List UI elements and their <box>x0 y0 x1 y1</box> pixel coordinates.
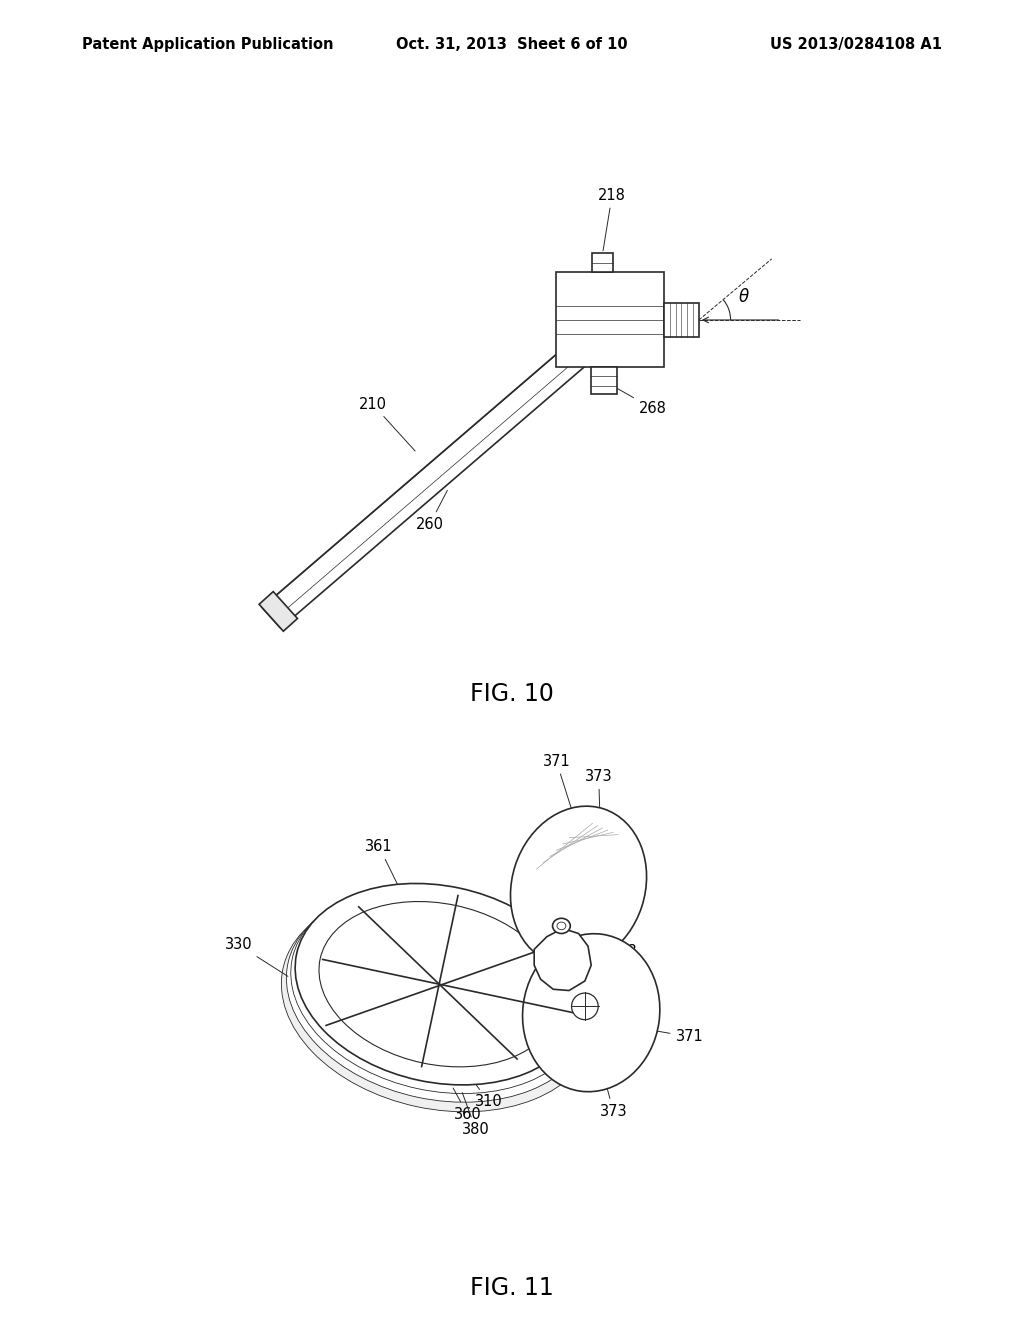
Ellipse shape <box>553 919 570 933</box>
Ellipse shape <box>571 993 598 1019</box>
Text: 218: 218 <box>598 187 626 251</box>
FancyBboxPatch shape <box>593 253 612 272</box>
Text: 268: 268 <box>606 383 667 416</box>
Text: 330: 330 <box>224 937 288 977</box>
Text: FIG. 10: FIG. 10 <box>470 682 554 706</box>
Text: $\theta$: $\theta$ <box>738 288 750 306</box>
Ellipse shape <box>295 883 583 1085</box>
Text: FIG. 11: FIG. 11 <box>470 1276 554 1300</box>
Text: 371: 371 <box>645 1030 703 1044</box>
Ellipse shape <box>511 807 646 966</box>
Text: 310: 310 <box>472 1080 503 1110</box>
Text: 313: 313 <box>563 884 600 913</box>
Text: 210: 210 <box>358 397 415 451</box>
Polygon shape <box>262 335 597 628</box>
Text: 361: 361 <box>366 840 419 928</box>
Polygon shape <box>535 928 591 990</box>
Text: 373: 373 <box>585 768 612 838</box>
Text: 360: 360 <box>454 1088 481 1122</box>
Text: 371: 371 <box>543 754 571 809</box>
Polygon shape <box>259 591 298 631</box>
Text: 380: 380 <box>462 1093 489 1138</box>
Ellipse shape <box>557 923 566 929</box>
Ellipse shape <box>291 886 588 1093</box>
Text: 373: 373 <box>598 1055 627 1119</box>
Ellipse shape <box>318 902 559 1067</box>
Polygon shape <box>556 272 664 367</box>
Ellipse shape <box>522 933 659 1092</box>
Text: Patent Application Publication: Patent Application Publication <box>82 37 334 53</box>
Text: 260: 260 <box>416 490 447 532</box>
Ellipse shape <box>282 892 597 1111</box>
Text: Oct. 31, 2013  Sheet 6 of 10: Oct. 31, 2013 Sheet 6 of 10 <box>396 37 628 53</box>
Text: US 2013/0284108 A1: US 2013/0284108 A1 <box>770 37 942 53</box>
Text: 368: 368 <box>592 944 638 968</box>
Ellipse shape <box>287 888 592 1102</box>
FancyBboxPatch shape <box>591 367 616 395</box>
Polygon shape <box>664 302 699 338</box>
Text: 318: 318 <box>589 899 630 941</box>
